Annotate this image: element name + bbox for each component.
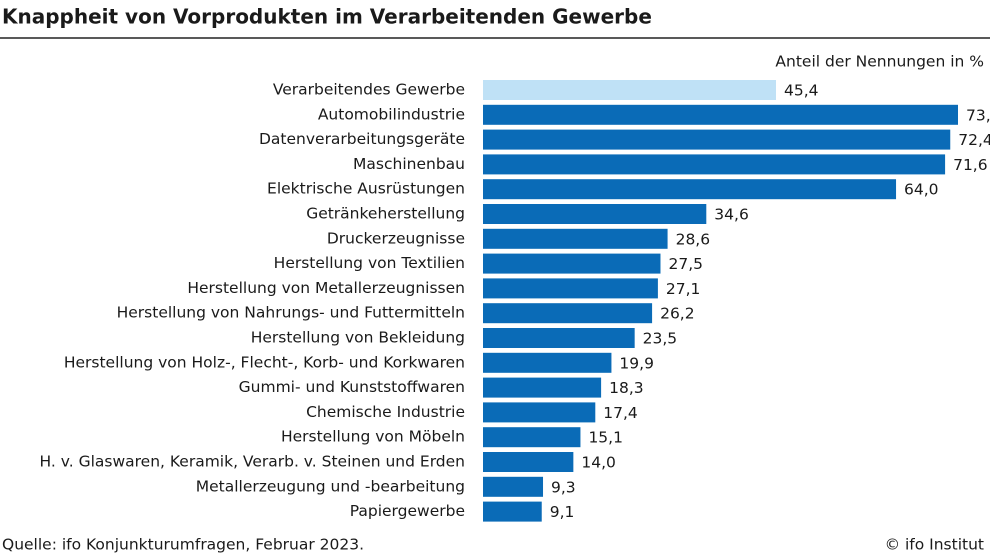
- value-label: 28,6: [676, 230, 711, 248]
- value-label: 71,6: [953, 156, 988, 174]
- category-label: H. v. Glaswaren, Keramik, Verarb. v. Ste…: [40, 453, 465, 471]
- value-label: 19,9: [619, 354, 654, 372]
- category-label: Papiergewerbe: [350, 502, 465, 520]
- value-label: 27,1: [666, 280, 701, 298]
- value-label: 14,0: [581, 454, 616, 472]
- bar: [483, 377, 602, 398]
- value-label: 34,6: [714, 206, 749, 224]
- bar: [483, 402, 596, 423]
- category-label: Herstellung von Holz-, Flecht-, Korb- un…: [64, 353, 465, 371]
- bar: [483, 129, 951, 150]
- category-label: Herstellung von Nahrungs- und Futtermitt…: [117, 304, 465, 322]
- bar: [483, 228, 668, 249]
- category-label: Gummi- und Kunststoffwaren: [239, 378, 465, 396]
- bar: [483, 179, 897, 200]
- category-label: Herstellung von Textilien: [274, 254, 465, 272]
- bar: [483, 154, 946, 175]
- source: Quelle: ifo Konjunkturumfragen, Februar …: [2, 536, 364, 554]
- category-label: Herstellung von Metallerzeugnissen: [187, 279, 465, 297]
- category-label: Herstellung von Bekleidung: [251, 329, 465, 347]
- bar: [483, 303, 653, 324]
- bar: [483, 452, 574, 472]
- bar: [483, 80, 777, 100]
- bar: [483, 204, 707, 224]
- value-label: 23,5: [643, 330, 678, 348]
- chart-title: Knappheit von Vorprodukten im Verarbeite…: [2, 5, 652, 29]
- value-label: 15,1: [588, 429, 623, 447]
- category-label: Druckerzeugnisse: [327, 229, 465, 247]
- value-label: 17,4: [603, 404, 638, 422]
- bar: [483, 328, 635, 348]
- bar: [483, 104, 958, 125]
- credit: © ifo Institut: [885, 536, 984, 554]
- bar: [483, 501, 542, 522]
- subtitle: Anteil der Nennungen in %: [775, 53, 984, 71]
- value-label: 27,5: [668, 255, 703, 273]
- value-label: 64,0: [904, 181, 939, 199]
- category-label: Maschinenbau: [353, 155, 465, 173]
- category-label: Chemische Industrie: [306, 403, 465, 421]
- bar: [483, 253, 661, 274]
- value-label: 26,2: [660, 305, 695, 323]
- value-label: 18,3: [609, 379, 644, 397]
- category-label: Elektrische Ausrüstungen: [267, 180, 465, 198]
- category-label: Automobilindustrie: [318, 105, 465, 123]
- bar: [483, 352, 612, 373]
- category-label: Verarbeitendes Gewerbe: [273, 81, 465, 99]
- value-label: 9,1: [550, 503, 575, 521]
- value-label: 45,4: [784, 82, 819, 100]
- value-label: 72,4: [958, 131, 990, 149]
- category-label: Getränkeherstellung: [306, 205, 465, 223]
- bar: [483, 278, 658, 299]
- bar: [483, 427, 581, 448]
- value-label: 73,6: [966, 106, 990, 124]
- category-label: Metallerzeugung und -bearbeitung: [196, 477, 465, 495]
- value-label: 9,3: [551, 478, 576, 496]
- bar: [483, 476, 544, 497]
- category-label: Datenverarbeitungsgeräte: [259, 130, 465, 148]
- category-label: Herstellung von Möbeln: [281, 428, 465, 446]
